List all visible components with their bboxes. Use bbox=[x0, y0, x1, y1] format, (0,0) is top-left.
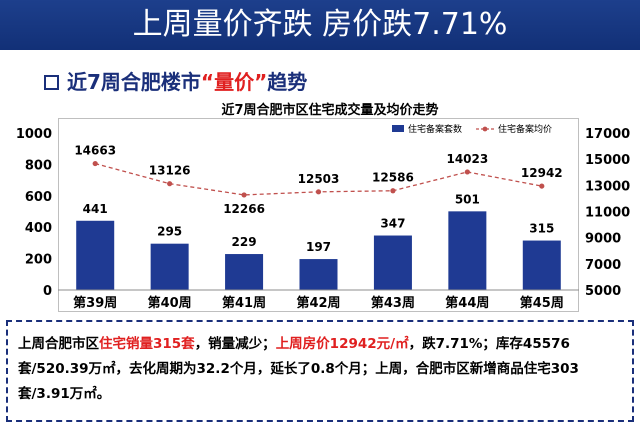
bar-data-label: 315 bbox=[529, 222, 554, 236]
summary-segment: ，跌7.71%；库存45576套/520.39万㎡，去化周期为32.2个月，延长… bbox=[18, 336, 579, 402]
bar-data-label: 229 bbox=[232, 235, 257, 249]
summary-segment: 上周合肥市区 bbox=[18, 336, 99, 352]
bar bbox=[522, 240, 561, 290]
y-left-tick-label: 600 bbox=[25, 190, 52, 205]
bar bbox=[448, 211, 487, 290]
x-tick-label: 第42周 bbox=[296, 295, 340, 311]
legend-bar-swatch bbox=[392, 125, 404, 132]
y-right-tick-label: 9000 bbox=[585, 232, 621, 247]
y-left-tick-label: 200 bbox=[25, 253, 52, 268]
bar bbox=[373, 235, 412, 290]
y-right-tick-label: 11000 bbox=[585, 206, 630, 221]
legend-line-marker bbox=[482, 126, 488, 132]
section-heading-highlight: “量价” bbox=[200, 70, 268, 94]
x-tick-label: 第40周 bbox=[148, 295, 192, 311]
line-point bbox=[539, 183, 545, 189]
summary-text: 上周合肥市区住宅销量315套，销量减少；上周房价12942元/㎡，跌7.71%；… bbox=[18, 336, 579, 402]
x-tick-label: 第45周 bbox=[520, 295, 564, 311]
line-data-label: 12942 bbox=[521, 166, 563, 180]
chart-title: 近7周合肥市区住宅成交量及均价走势 bbox=[221, 102, 438, 118]
line-point bbox=[390, 188, 396, 194]
y-right-tick-label: 7000 bbox=[585, 258, 621, 273]
line-point bbox=[167, 181, 173, 187]
summary-textbox: 上周合肥市区住宅销量315套，销量减少；上周房价12942元/㎡，跌7.71%；… bbox=[6, 320, 634, 422]
x-tick-label: 第43周 bbox=[371, 295, 415, 311]
line-point bbox=[464, 169, 470, 175]
line-data-label: 13126 bbox=[149, 164, 191, 178]
line-point bbox=[92, 160, 98, 167]
combo-chart: 近7周合肥市区住宅成交量及均价走势 0 200 400 600 800 1000 5000… bbox=[16, 102, 630, 311]
y-right-tick-label: 15000 bbox=[585, 153, 630, 168]
y-left-tick-label: 400 bbox=[25, 221, 52, 236]
y-left-tick-label: 800 bbox=[25, 158, 52, 173]
line-data-label: 12586 bbox=[372, 171, 414, 185]
square-bullet-icon bbox=[44, 75, 59, 90]
y-left-tick-label: 0 bbox=[43, 284, 52, 299]
line-data-label: 12266 bbox=[223, 202, 265, 216]
chart-container: 近7周合肥市区住宅成交量及均价走势 0 200 400 600 800 1000 5000… bbox=[0, 100, 640, 316]
banner-title: 上周量价齐跌 房价跌7.71% bbox=[132, 7, 508, 42]
bar-data-label: 501 bbox=[455, 192, 480, 206]
x-tick-label: 第44周 bbox=[445, 295, 489, 311]
section-heading-suffix: 趋势 bbox=[267, 70, 308, 94]
summary-segment: ，销量减少； bbox=[194, 336, 276, 352]
summary-highlight: 上周房价12942元/㎡ bbox=[275, 336, 409, 352]
bar bbox=[299, 259, 338, 290]
line-point bbox=[241, 192, 247, 198]
y-right-tick-label: 5000 bbox=[585, 284, 621, 299]
bar-data-label: 197 bbox=[306, 240, 331, 254]
line-point bbox=[315, 189, 322, 195]
x-tick-label: 第41周 bbox=[222, 295, 266, 311]
section-heading: 近7周合肥楼市“量价”趋势 bbox=[44, 66, 307, 94]
line-data-label: 14023 bbox=[446, 152, 488, 166]
summary-highlight: 住宅销量315套 bbox=[99, 336, 195, 352]
bar-data-label: 441 bbox=[83, 202, 108, 216]
legend-line-label: 住宅备案均价 bbox=[498, 123, 552, 135]
line-data-label: 14663 bbox=[74, 144, 116, 158]
line-data-label: 12503 bbox=[298, 172, 340, 186]
section-heading-prefix: 近7周合肥楼市 bbox=[67, 70, 201, 94]
y-left-tick-label: 1000 bbox=[16, 127, 52, 142]
x-tick-label: 第39周 bbox=[73, 295, 117, 311]
bar-data-label: 347 bbox=[380, 217, 405, 231]
bar bbox=[225, 254, 264, 290]
bar-data-label: 295 bbox=[157, 225, 182, 239]
y-right-tick-label: 17000 bbox=[585, 127, 630, 142]
title-banner: 上周量价齐跌 房价跌7.71% bbox=[0, 0, 640, 50]
bar bbox=[76, 220, 115, 290]
legend-bar-label: 住宅备案套数 bbox=[408, 123, 462, 135]
bar bbox=[150, 243, 189, 290]
y-right-tick-label: 13000 bbox=[585, 179, 630, 194]
